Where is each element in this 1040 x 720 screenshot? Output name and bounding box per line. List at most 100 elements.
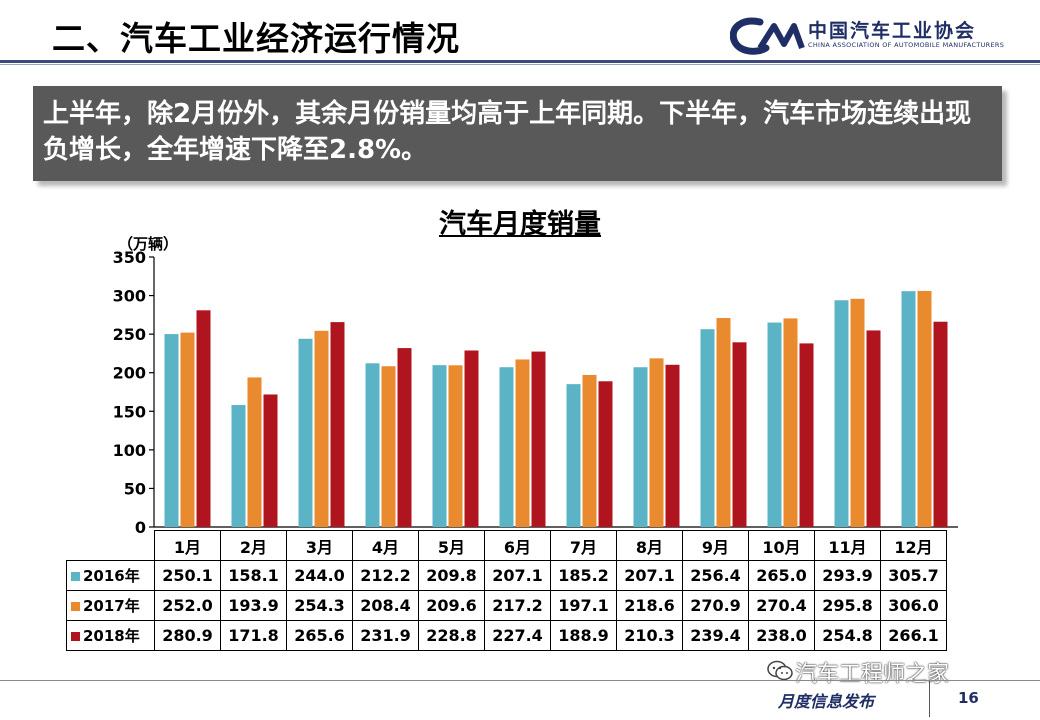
bar-2016年-2月: [231, 405, 246, 527]
footer-separator: [929, 681, 930, 717]
bar-2017年-10月: [783, 318, 798, 527]
data-value-cell: 231.9: [352, 620, 419, 651]
bar-2016年-6月: [499, 367, 514, 527]
data-value-cell: 158.1: [220, 560, 287, 591]
bar-2018年-7月: [598, 381, 613, 527]
data-value-cell: 227.4: [484, 620, 551, 651]
legend-label: 2018年: [83, 627, 140, 645]
x-tick-label: 3月: [286, 530, 353, 561]
data-value-cell: 252.0: [154, 590, 221, 621]
header-divider: [0, 60, 1040, 63]
data-value-cell: 270.4: [748, 590, 815, 621]
bar-2018年-12月: [933, 321, 948, 527]
logo-english-text: CHINA ASSOCIATION OF AUTOMOBILE MANUFACT…: [808, 41, 1005, 49]
bar-2017年-9月: [716, 318, 731, 527]
bar-2018年-3月: [330, 322, 345, 527]
bar-2016年-9月: [700, 329, 715, 527]
x-tick-label: 4月: [352, 530, 419, 561]
data-value-cell: 217.2: [484, 590, 551, 621]
data-value-cell: 197.1: [550, 590, 617, 621]
bar-2018年-10月: [799, 343, 814, 527]
y-tick-label: 0: [135, 518, 146, 537]
legend-label: 2016年: [83, 567, 140, 585]
wechat-icon: [767, 660, 793, 681]
data-value-cell: 265.6: [286, 620, 353, 651]
summary-text: 上半年，除2月份外，其余月份销量均高于上年同期。下半年，汽车市场连续出现负增长，…: [43, 99, 972, 165]
data-value-cell: 295.8: [814, 590, 881, 621]
bar-2017年-2月: [247, 377, 262, 527]
bar-2017年-8月: [649, 358, 664, 527]
bar-2017年-1月: [180, 332, 195, 527]
bar-2016年-7月: [566, 384, 581, 527]
y-tick-label: 250: [113, 325, 146, 344]
data-value-cell: 250.1: [154, 560, 221, 591]
data-value-cell: 270.9: [682, 590, 749, 621]
x-tick-label: 12月: [880, 530, 947, 561]
data-value-cell: 306.0: [880, 590, 947, 621]
bar-2018年-8月: [665, 364, 680, 527]
bar-2017年-5月: [448, 365, 463, 527]
data-value-cell: 228.8: [418, 620, 485, 651]
y-tick-label: 100: [113, 441, 146, 460]
data-table: 1月 2月 3月 4月 5月 6月 7月 8月 9月 10月 11月 12月 2016年 250.1 158…: [66, 530, 947, 651]
data-value-cell: 256.4: [682, 560, 749, 591]
data-value-cell: 266.1: [880, 620, 947, 651]
legend-swatch: [71, 602, 80, 611]
x-tick-label: 6月: [484, 530, 551, 561]
x-tick-label: 8月: [616, 530, 683, 561]
data-value-cell: 305.7: [880, 560, 947, 591]
bar-2016年-1月: [164, 334, 179, 527]
y-tick-label: 200: [113, 364, 146, 383]
x-tick-label: 2月: [220, 530, 287, 561]
bar-2017年-6月: [515, 359, 530, 527]
data-value-cell: 188.9: [550, 620, 617, 651]
header-divider-thin: [0, 64, 1040, 65]
table-header-row: 1月 2月 3月 4月 5月 6月 7月 8月 9月 10月 11月 12月: [66, 530, 947, 561]
data-value-cell: 280.9: [154, 620, 221, 651]
data-value-cell: 171.8: [220, 620, 287, 651]
page-title: 二、汽车工业经济运行情况: [52, 19, 460, 58]
y-tick-label: 350: [113, 248, 146, 267]
bar-2018年-6月: [531, 351, 546, 527]
bar-2016年-3月: [298, 338, 313, 527]
bar-2017年-7月: [582, 374, 597, 527]
bar-2016年-8月: [633, 367, 648, 527]
bar-2017年-11月: [850, 298, 865, 527]
bar-2018年-9月: [732, 342, 747, 527]
data-value-cell: 185.2: [550, 560, 617, 591]
x-tick-label: 1月: [154, 530, 221, 561]
table-row: 2016年 250.1 158.1 244.0 212.2 209.8 207.1 185.2…: [66, 560, 947, 591]
bar-2016年-5月: [432, 365, 447, 527]
bar-2018年-1月: [196, 310, 211, 527]
summary-banner: 上半年，除2月份外，其余月份销量均高于上年同期。下半年，汽车市场连续出现负增长，…: [33, 86, 1002, 181]
data-value-cell: 210.3: [616, 620, 683, 651]
y-tick-label: 150: [113, 402, 146, 421]
data-value-cell: 254.3: [286, 590, 353, 621]
bar-2016年-4月: [365, 363, 380, 527]
data-value-cell: 207.1: [484, 560, 551, 591]
data-value-cell: 218.6: [616, 590, 683, 621]
data-value-cell: 239.4: [682, 620, 749, 651]
data-value-cell: 293.9: [814, 560, 881, 591]
data-value-cell: 265.0: [748, 560, 815, 591]
y-tick-label: 300: [113, 287, 146, 306]
data-value-cell: 254.8: [814, 620, 881, 651]
table-corner-cell: [66, 530, 155, 561]
table-row: 2018年 280.9 171.8 265.6 231.9 228.8 227.4 188.9…: [66, 620, 947, 651]
legend-entry: 2018年: [66, 620, 155, 651]
bar-2016年-11月: [834, 300, 849, 527]
legend-swatch: [71, 572, 80, 581]
data-value-cell: 209.6: [418, 590, 485, 621]
bar-2018年-2月: [263, 394, 278, 527]
bar-2017年-4月: [381, 366, 396, 527]
caam-logo: 中国汽车工业协会 CHINA ASSOCIATION OF AUTOMOBILE…: [729, 14, 1004, 58]
y-axis-unit-label: （万辆）: [118, 235, 179, 253]
legend-label: 2017年: [83, 597, 140, 615]
footer-divider: [0, 680, 1040, 681]
bar-2017年-3月: [314, 330, 329, 527]
data-value-cell: 207.1: [616, 560, 683, 591]
x-tick-label: 7月: [550, 530, 617, 561]
y-tick-label: 50: [124, 479, 146, 498]
caam-logo-mark-icon: [729, 17, 805, 55]
